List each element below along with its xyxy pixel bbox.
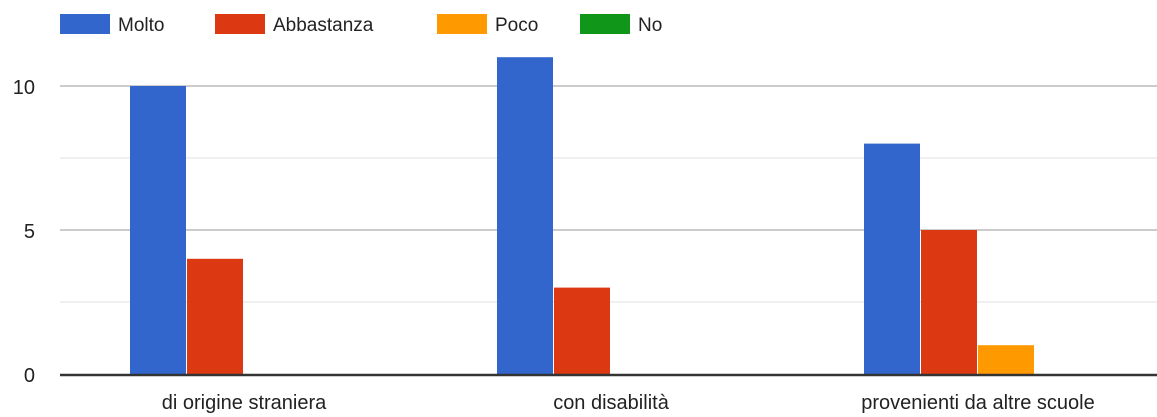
x-category-label: provenienti da altre scuole xyxy=(861,392,1094,414)
legend-swatch xyxy=(580,14,630,34)
bar-molto[interactable] xyxy=(130,86,186,374)
legend-item-molto[interactable]: Molto xyxy=(60,14,164,36)
bar-abbastanza[interactable] xyxy=(921,230,977,374)
y-tick-label: 5 xyxy=(24,221,35,243)
x-category-label: con disabilità xyxy=(553,392,670,414)
legend-item-abbastanza[interactable]: Abbastanza xyxy=(215,14,374,36)
y-tick-label: 10 xyxy=(13,77,35,99)
bar-abbastanza[interactable] xyxy=(554,287,610,374)
bar-abbastanza[interactable] xyxy=(187,258,243,374)
legend: Molto Abbastanza Poco No xyxy=(60,14,662,36)
y-axis-ticks: 0 5 10 xyxy=(13,77,35,387)
legend-item-no[interactable]: No xyxy=(580,14,662,36)
legend-swatch xyxy=(215,14,265,34)
bar-molto[interactable] xyxy=(497,57,553,374)
y-tick-label: 0 xyxy=(24,365,35,387)
legend-item-poco[interactable]: Poco xyxy=(437,14,538,36)
legend-swatch xyxy=(60,14,110,34)
bar-molto[interactable] xyxy=(864,143,920,374)
legend-label: Molto xyxy=(118,15,164,36)
bar-poco[interactable] xyxy=(978,345,1034,374)
legend-swatch xyxy=(437,14,487,34)
legend-label: No xyxy=(638,15,662,36)
legend-label: Abbastanza xyxy=(273,15,374,36)
bars xyxy=(130,57,1034,374)
x-axis-labels: di origine straniera con disabilità proven… xyxy=(162,392,1095,414)
x-category-label: di origine straniera xyxy=(162,392,327,414)
legend-label: Poco xyxy=(495,15,538,36)
